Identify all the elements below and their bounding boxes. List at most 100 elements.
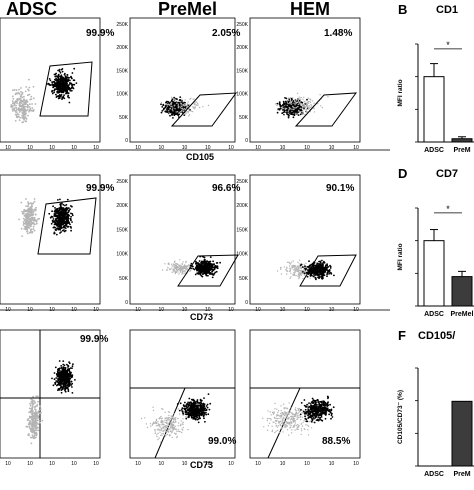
event-dot <box>186 268 187 269</box>
event-dot <box>193 400 195 402</box>
event-dot <box>155 431 156 432</box>
event-dot <box>272 431 273 432</box>
event-dot <box>296 412 297 413</box>
event-dot <box>64 205 66 207</box>
y-tick-label: 0 <box>125 138 128 144</box>
event-dot <box>30 429 32 431</box>
event-dot <box>178 422 179 423</box>
event-dot <box>302 422 303 423</box>
event-dot <box>67 74 69 76</box>
event-dot <box>51 91 53 93</box>
event-dot <box>37 415 39 417</box>
event-dot <box>293 109 294 110</box>
event-dot <box>298 110 299 111</box>
event-dot <box>61 370 63 372</box>
event-dot <box>302 278 303 279</box>
event-dot <box>286 412 287 413</box>
event-dot <box>67 389 69 391</box>
event-dot <box>55 84 57 86</box>
event-dot <box>290 112 292 114</box>
event-dot <box>301 434 302 435</box>
event-dot <box>176 431 177 432</box>
event-dot <box>304 101 305 102</box>
event-dot <box>186 111 187 112</box>
event-dot <box>184 273 185 274</box>
event-dot <box>308 98 309 99</box>
event-dot <box>180 270 181 271</box>
event-dot <box>51 378 53 380</box>
event-dot <box>163 433 164 434</box>
event-dot <box>177 436 178 437</box>
event-dot <box>28 423 30 425</box>
event-dot <box>174 101 175 102</box>
event-dot <box>176 103 177 104</box>
event-dot <box>182 418 183 419</box>
event-dot <box>169 112 170 113</box>
event-dot <box>179 96 181 98</box>
y-tick-label: 150K <box>116 68 128 74</box>
event-dot <box>294 265 295 266</box>
event-dot <box>36 423 38 425</box>
event-dot <box>280 269 281 270</box>
event-dot <box>157 421 158 422</box>
event-dot <box>28 111 30 113</box>
event-dot <box>16 117 18 119</box>
event-dot <box>217 262 219 264</box>
event-dot <box>208 105 209 106</box>
event-dot <box>51 223 53 225</box>
event-dot <box>162 269 163 270</box>
event-dot <box>27 233 29 235</box>
event-dot <box>159 418 160 419</box>
event-dot <box>26 231 28 233</box>
event-dot <box>14 108 16 110</box>
event-dot <box>54 79 56 81</box>
plot-frame <box>250 175 360 304</box>
event-dot <box>195 402 197 404</box>
event-dot <box>210 256 212 258</box>
y-tick-label: 250K <box>236 22 248 28</box>
event-dot <box>171 418 172 419</box>
event-dot <box>286 106 288 108</box>
event-dot <box>188 111 189 112</box>
y-tick-label: 100K <box>236 92 248 98</box>
event-dot <box>37 430 39 432</box>
event-dot <box>27 226 29 228</box>
event-dot <box>25 116 27 118</box>
y-tick-label: 50K <box>239 115 249 121</box>
event-dot <box>141 418 142 419</box>
event-dot <box>164 111 166 113</box>
event-dot <box>289 268 290 269</box>
event-dot <box>196 408 198 410</box>
event-dot <box>24 106 26 108</box>
event-dot <box>60 72 62 74</box>
event-dot <box>28 79 30 81</box>
event-dot <box>195 415 197 417</box>
event-dot <box>59 224 61 226</box>
event-dot <box>279 108 281 110</box>
event-dot <box>217 267 219 269</box>
event-dot <box>306 99 308 101</box>
event-dot <box>35 207 37 209</box>
event-dot <box>184 408 186 410</box>
event-dot <box>60 231 62 233</box>
event-dot <box>182 424 183 425</box>
event-dot <box>288 100 289 101</box>
event-dot <box>276 409 277 410</box>
event-dot <box>190 413 192 415</box>
x-tick-label: 10 <box>329 461 335 467</box>
event-dot <box>302 104 303 105</box>
event-dot <box>31 221 33 223</box>
event-dot <box>302 417 303 418</box>
event-dot <box>173 265 174 266</box>
event-dot <box>275 423 276 424</box>
event-dot <box>67 370 69 372</box>
event-dot <box>207 407 209 409</box>
event-dot <box>304 264 305 265</box>
event-dot <box>65 391 67 393</box>
event-dot <box>176 437 177 438</box>
event-dot <box>147 427 148 428</box>
event-dot <box>69 102 71 104</box>
event-dot <box>71 367 73 369</box>
event-dot <box>290 427 291 428</box>
event-dot <box>61 69 63 71</box>
